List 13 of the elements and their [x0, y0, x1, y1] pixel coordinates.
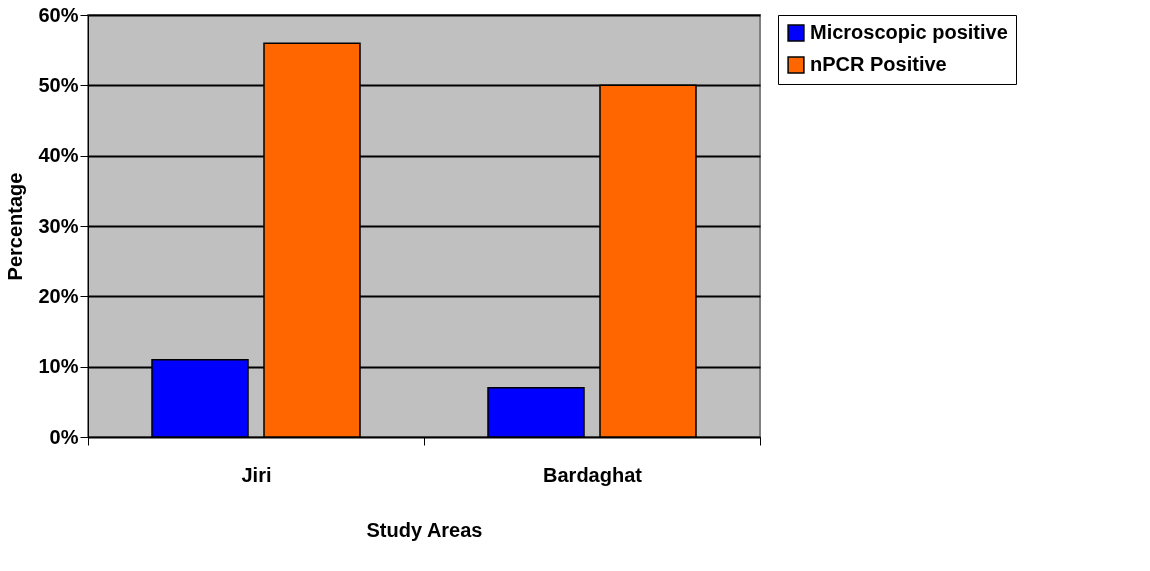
- x-axis-title: Study Areas: [366, 518, 483, 541]
- legend-label: nPCR Positive: [810, 53, 947, 75]
- y-tick-label: 60%: [38, 3, 79, 26]
- y-tick-label: 20%: [38, 284, 79, 307]
- legend-label: Microscopic positive: [810, 21, 1008, 43]
- y-tick-label: 0%: [49, 425, 79, 448]
- y-tick-label: 30%: [38, 214, 79, 237]
- y-tick-label: 10%: [38, 355, 79, 378]
- x-tick-label: Bardaghat: [543, 463, 643, 486]
- y-tick-label: 40%: [38, 144, 79, 167]
- y-axis-title: Percentage: [4, 172, 27, 281]
- y-tick-label: 50%: [38, 73, 79, 96]
- x-tick-label: Jiri: [241, 463, 272, 486]
